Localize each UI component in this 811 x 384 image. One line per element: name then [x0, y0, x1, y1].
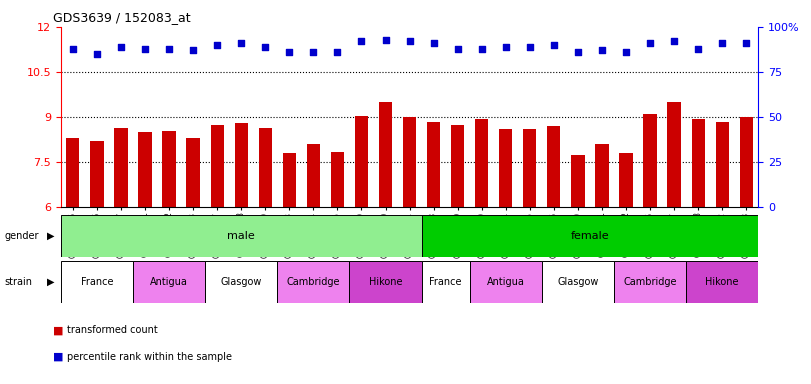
Bar	[403, 117, 416, 207]
Bar	[234, 123, 248, 207]
Bar	[692, 119, 705, 207]
Bar	[499, 129, 513, 207]
Point	[283, 49, 296, 55]
Bar	[133, 261, 205, 303]
Point	[667, 38, 680, 45]
Point	[379, 36, 392, 43]
Bar	[667, 102, 680, 207]
Text: female: female	[571, 231, 609, 241]
Bar	[643, 114, 657, 207]
Point	[523, 44, 536, 50]
Bar	[422, 215, 758, 257]
Point	[355, 38, 368, 45]
Point	[451, 45, 464, 51]
Bar	[427, 122, 440, 207]
Bar	[277, 261, 350, 303]
Point	[572, 49, 585, 55]
Bar	[715, 122, 729, 207]
Point	[403, 38, 416, 45]
Point	[692, 45, 705, 51]
Point	[500, 44, 513, 50]
Point	[162, 45, 175, 51]
Bar	[187, 138, 200, 207]
Bar	[114, 127, 127, 207]
Point	[90, 51, 103, 57]
Text: ▶: ▶	[47, 231, 54, 241]
Text: France: France	[80, 277, 114, 287]
Text: strain: strain	[4, 277, 32, 287]
Text: Glasgow: Glasgow	[221, 277, 262, 287]
Bar	[205, 261, 277, 303]
Text: male: male	[227, 231, 255, 241]
Text: Antigua: Antigua	[487, 277, 525, 287]
Bar	[350, 261, 422, 303]
Bar	[61, 261, 133, 303]
Point	[307, 49, 320, 55]
Bar	[686, 261, 758, 303]
Point	[211, 42, 224, 48]
Point	[259, 44, 272, 50]
Point	[644, 40, 657, 46]
Text: percentile rank within the sample: percentile rank within the sample	[67, 352, 232, 362]
Text: Antigua: Antigua	[150, 277, 188, 287]
Bar	[547, 126, 560, 207]
Bar	[422, 261, 470, 303]
Text: Hikone: Hikone	[369, 277, 402, 287]
Point	[620, 49, 633, 55]
Text: transformed count: transformed count	[67, 325, 158, 335]
Bar	[740, 117, 753, 207]
Text: Cambridge: Cambridge	[286, 277, 340, 287]
Bar	[90, 141, 104, 207]
Bar	[595, 144, 608, 207]
Text: ■: ■	[53, 352, 63, 362]
Point	[427, 40, 440, 46]
Bar	[61, 215, 422, 257]
Bar	[67, 138, 79, 207]
Point	[740, 40, 753, 46]
Text: GDS3639 / 152083_at: GDS3639 / 152083_at	[53, 12, 191, 25]
Bar	[614, 261, 686, 303]
Point	[595, 47, 608, 53]
Point	[187, 47, 200, 53]
Bar	[307, 144, 320, 207]
Bar	[379, 102, 393, 207]
Bar	[542, 261, 614, 303]
Point	[547, 42, 560, 48]
Bar	[259, 127, 272, 207]
Bar	[475, 119, 488, 207]
Bar	[571, 155, 585, 207]
Text: Hikone: Hikone	[706, 277, 739, 287]
Bar	[523, 129, 536, 207]
Point	[139, 45, 152, 51]
Text: Glasgow: Glasgow	[557, 277, 599, 287]
Bar	[139, 132, 152, 207]
Text: ■: ■	[53, 325, 63, 335]
Bar	[451, 125, 464, 207]
Text: gender: gender	[4, 231, 39, 241]
Point	[234, 40, 247, 46]
Bar	[470, 261, 542, 303]
Point	[114, 44, 127, 50]
Point	[716, 40, 729, 46]
Bar	[162, 131, 176, 207]
Bar	[211, 125, 224, 207]
Text: ▶: ▶	[47, 277, 54, 287]
Bar	[331, 152, 344, 207]
Bar	[355, 116, 368, 207]
Text: Cambridge: Cambridge	[624, 277, 677, 287]
Point	[67, 45, 79, 51]
Text: France: France	[429, 277, 462, 287]
Bar	[283, 153, 296, 207]
Point	[475, 45, 488, 51]
Bar	[620, 153, 633, 207]
Point	[331, 49, 344, 55]
